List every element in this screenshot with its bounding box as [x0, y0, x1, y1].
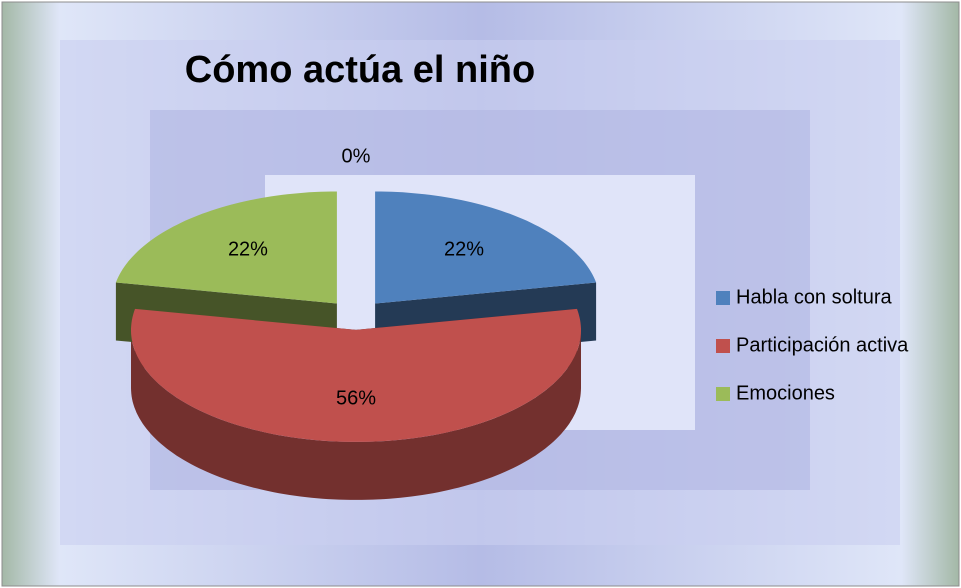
legend-label: Habla con soltura: [736, 286, 893, 308]
data-label: 0%: [342, 146, 371, 168]
slice-wall: [131, 329, 581, 500]
legend-label: Participación activa: [736, 334, 909, 356]
chart-title: Cómo actúa el niño: [185, 49, 535, 91]
data-label: 22%: [228, 238, 268, 260]
legend-swatch: [716, 387, 730, 401]
slice-top: [375, 191, 597, 304]
legend-label: Emociones: [736, 382, 835, 404]
legend-swatch: [716, 339, 730, 353]
slice-top: [115, 191, 337, 304]
data-label: 56%: [336, 388, 376, 410]
legend-swatch: [716, 291, 730, 305]
data-label: 22%: [444, 238, 484, 260]
slice-top: [131, 308, 581, 442]
